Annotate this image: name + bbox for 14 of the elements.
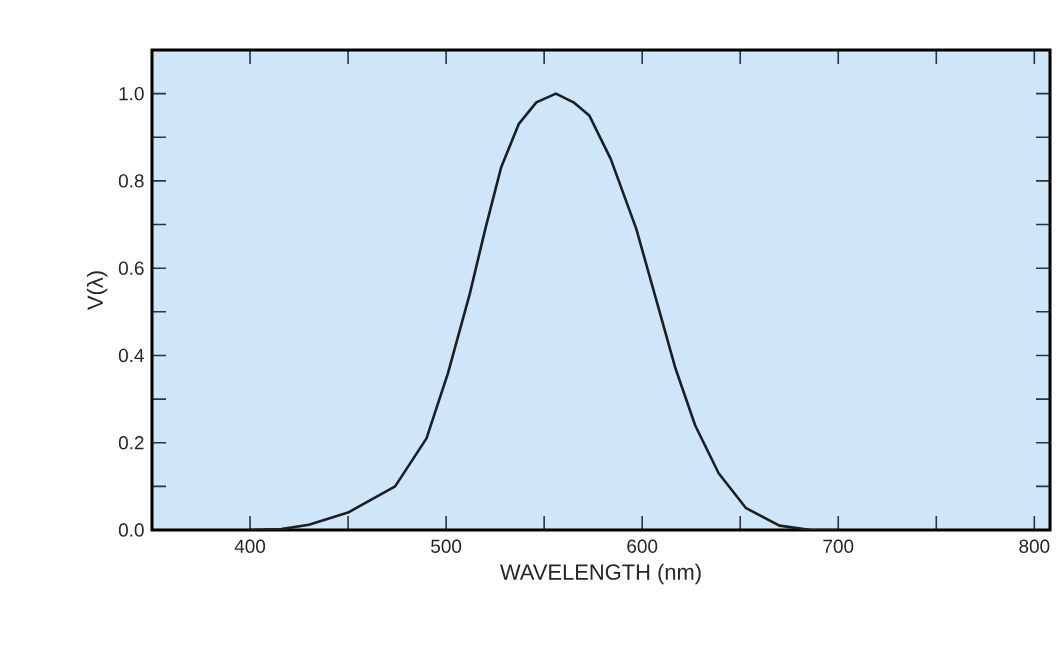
y-tick-label: 0.6	[118, 261, 144, 275]
y-tick-label: 0.0	[118, 523, 144, 537]
x-tick-label: 600	[627, 539, 658, 553]
x-tick-label: 800	[1019, 539, 1050, 553]
x-tick-label: 400	[234, 539, 266, 553]
line-series	[248, 92, 840, 530]
x-axis-title: WAVELENGTH (nm)	[500, 563, 701, 585]
x-tick-label: 700	[823, 539, 854, 553]
y-tick-label: 0.4	[118, 348, 144, 363]
y-tick-label: 0.2	[118, 436, 144, 450]
y-tick-label: 1.0	[119, 86, 144, 101]
x-tick-label: 500	[431, 539, 462, 553]
y-tick-label: 0.8	[118, 174, 144, 188]
y-axis-title: V(λ)	[86, 271, 108, 310]
